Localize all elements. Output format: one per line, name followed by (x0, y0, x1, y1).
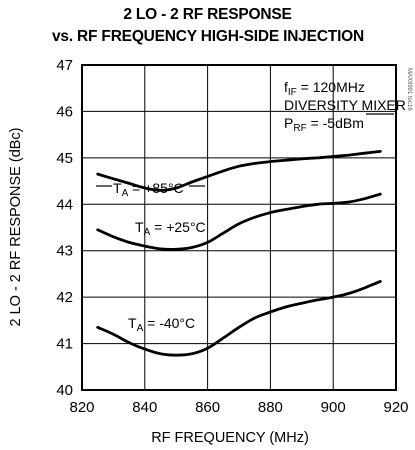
x-tick-label: 880 (258, 399, 283, 416)
y-tick-label: 44 (56, 196, 73, 213)
chart-title-line1: 2 LO - 2 RF RESPONSE (123, 6, 292, 23)
y-tick-labels: 40 41 42 43 44 45 46 47 (56, 57, 73, 399)
x-tick-label: 820 (69, 399, 94, 416)
chart-title-line2: vs. RF FREQUENCY HIGH-SIDE INJECTION (52, 28, 365, 45)
y-tick-label: 45 (56, 150, 73, 167)
condition-mode: DIVERSITY MIXER (284, 97, 406, 113)
series-label-minus40c: TA = -40°C (128, 315, 195, 334)
series-curves (96, 150, 382, 357)
series-label-25c: TA = +25°C (135, 219, 206, 238)
x-tick-label: 840 (132, 399, 157, 416)
x-tick-label: 860 (195, 399, 220, 416)
y-axis-label: 2 LO - 2 RF RESPONSE (dBc) (8, 127, 24, 326)
series-line-85c (96, 150, 382, 192)
series-line-25c (96, 192, 382, 251)
condition-prf: PRF = -5dBm (284, 115, 364, 134)
y-tick-label: 41 (56, 336, 73, 353)
x-tick-label: 920 (383, 399, 408, 416)
series-line-minus40c (96, 280, 382, 357)
y-tick-label: 46 (56, 103, 73, 120)
grid (82, 65, 396, 390)
part-number-watermark: MAX9991 toc16 (406, 68, 412, 111)
y-tick-label: 43 (56, 243, 73, 260)
x-tick-labels: 820 840 860 880 900 920 (69, 399, 408, 416)
plot-frame (81, 64, 397, 391)
x-tick-label: 900 (321, 399, 346, 416)
x-axis-label: RF FREQUENCY (MHz) (151, 430, 309, 446)
y-tick-label: 47 (56, 57, 73, 74)
y-tick-label: 40 (56, 382, 73, 399)
series-label-85c: TA = +85°C (113, 180, 184, 199)
condition-fif: fIF = 120MHz (284, 79, 365, 98)
y-tick-label: 42 (56, 289, 73, 306)
